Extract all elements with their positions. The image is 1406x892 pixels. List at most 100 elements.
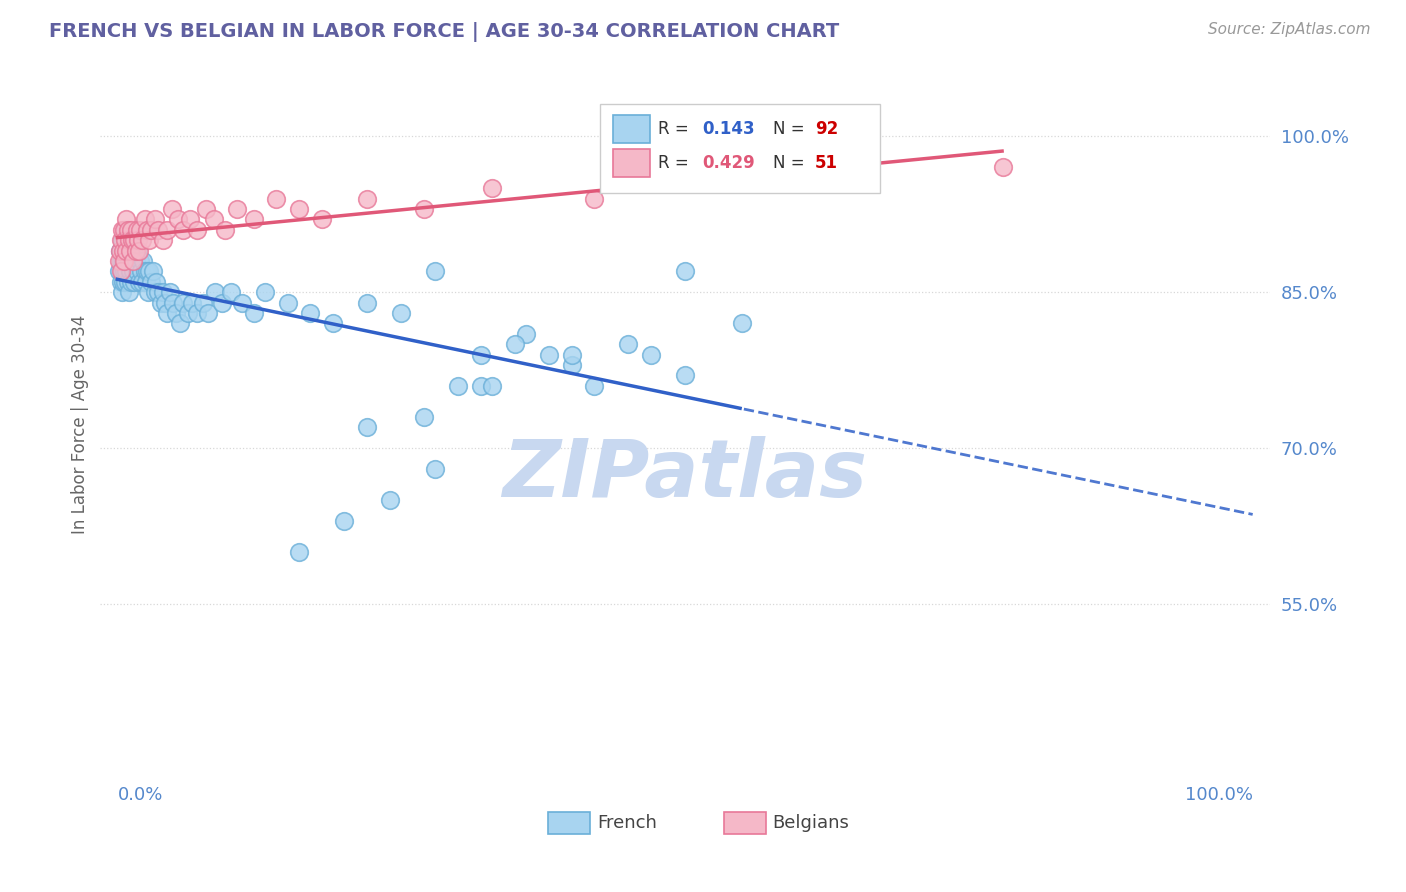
Point xyxy=(141,223,163,237)
Point xyxy=(135,275,157,289)
Point xyxy=(124,275,146,289)
Point xyxy=(128,275,150,289)
Point xyxy=(162,295,184,310)
Point xyxy=(242,306,264,320)
Text: 51: 51 xyxy=(815,154,838,172)
Point xyxy=(204,285,226,299)
Point xyxy=(124,244,146,258)
Point xyxy=(166,212,188,227)
Point xyxy=(172,223,194,237)
Point xyxy=(125,264,148,278)
Point xyxy=(115,233,138,247)
Point xyxy=(131,233,153,247)
Point xyxy=(112,254,135,268)
Point xyxy=(202,212,225,227)
Point xyxy=(117,223,139,237)
Point xyxy=(214,223,236,237)
Point xyxy=(160,202,183,216)
Point xyxy=(186,306,208,320)
Point xyxy=(153,295,176,310)
Point xyxy=(640,347,662,361)
Point xyxy=(115,264,138,278)
Point xyxy=(253,285,276,299)
Point xyxy=(108,244,131,258)
Point xyxy=(134,212,156,227)
Point xyxy=(356,192,378,206)
Point xyxy=(731,316,754,330)
Point xyxy=(181,295,204,310)
Point xyxy=(673,264,696,278)
Point xyxy=(114,223,136,237)
Point xyxy=(141,275,163,289)
Point xyxy=(413,202,436,216)
Point xyxy=(225,202,247,216)
Point xyxy=(129,223,152,237)
Point xyxy=(122,254,145,268)
Point xyxy=(124,254,146,268)
Point xyxy=(112,275,135,289)
Point xyxy=(112,223,135,237)
Point xyxy=(115,212,138,227)
Point xyxy=(118,233,141,247)
Text: FRENCH VS BELGIAN IN LABOR FORCE | AGE 30-34 CORRELATION CHART: FRENCH VS BELGIAN IN LABOR FORCE | AGE 3… xyxy=(49,22,839,42)
Point xyxy=(322,316,344,330)
Point xyxy=(121,233,143,247)
Text: 0.0%: 0.0% xyxy=(117,786,163,804)
FancyBboxPatch shape xyxy=(613,115,650,143)
Point xyxy=(219,285,242,299)
Point xyxy=(583,192,606,206)
Point xyxy=(112,244,135,258)
Point xyxy=(107,254,129,268)
Point xyxy=(143,212,166,227)
Text: N =: N = xyxy=(773,120,810,138)
Text: ZIPatlas: ZIPatlas xyxy=(502,435,868,514)
Point xyxy=(114,233,136,247)
Text: 0.429: 0.429 xyxy=(703,154,755,172)
Point xyxy=(121,254,143,268)
Point xyxy=(673,368,696,383)
Point xyxy=(145,275,167,289)
Point xyxy=(127,233,149,247)
Point xyxy=(138,233,160,247)
Point xyxy=(124,233,146,247)
Point xyxy=(378,493,401,508)
Point xyxy=(765,170,787,185)
Point xyxy=(481,181,503,195)
Point xyxy=(124,244,146,258)
Point xyxy=(156,223,179,237)
Point xyxy=(118,285,141,299)
Point xyxy=(356,295,378,310)
Point xyxy=(425,264,447,278)
Point xyxy=(503,337,526,351)
Point xyxy=(148,285,170,299)
Point xyxy=(120,223,142,237)
Point xyxy=(117,275,139,289)
Point xyxy=(118,264,141,278)
Point xyxy=(231,295,253,310)
Point xyxy=(143,285,166,299)
Point xyxy=(134,264,156,278)
Point xyxy=(288,202,311,216)
Point xyxy=(165,306,187,320)
Point xyxy=(120,275,142,289)
Point xyxy=(129,264,152,278)
Point xyxy=(118,254,141,268)
FancyBboxPatch shape xyxy=(613,149,650,178)
FancyBboxPatch shape xyxy=(548,812,591,834)
Point xyxy=(112,254,135,268)
Point xyxy=(114,275,136,289)
Text: 100.0%: 100.0% xyxy=(1185,786,1253,804)
Point xyxy=(111,264,134,278)
Point xyxy=(132,254,155,268)
Point xyxy=(152,285,174,299)
Text: N =: N = xyxy=(773,154,810,172)
Point xyxy=(413,409,436,424)
Point xyxy=(142,264,165,278)
Point xyxy=(179,212,201,227)
Point xyxy=(135,223,157,237)
Point xyxy=(112,264,135,278)
Point xyxy=(194,202,217,216)
Point xyxy=(152,233,174,247)
FancyBboxPatch shape xyxy=(600,104,880,194)
Point xyxy=(211,295,233,310)
